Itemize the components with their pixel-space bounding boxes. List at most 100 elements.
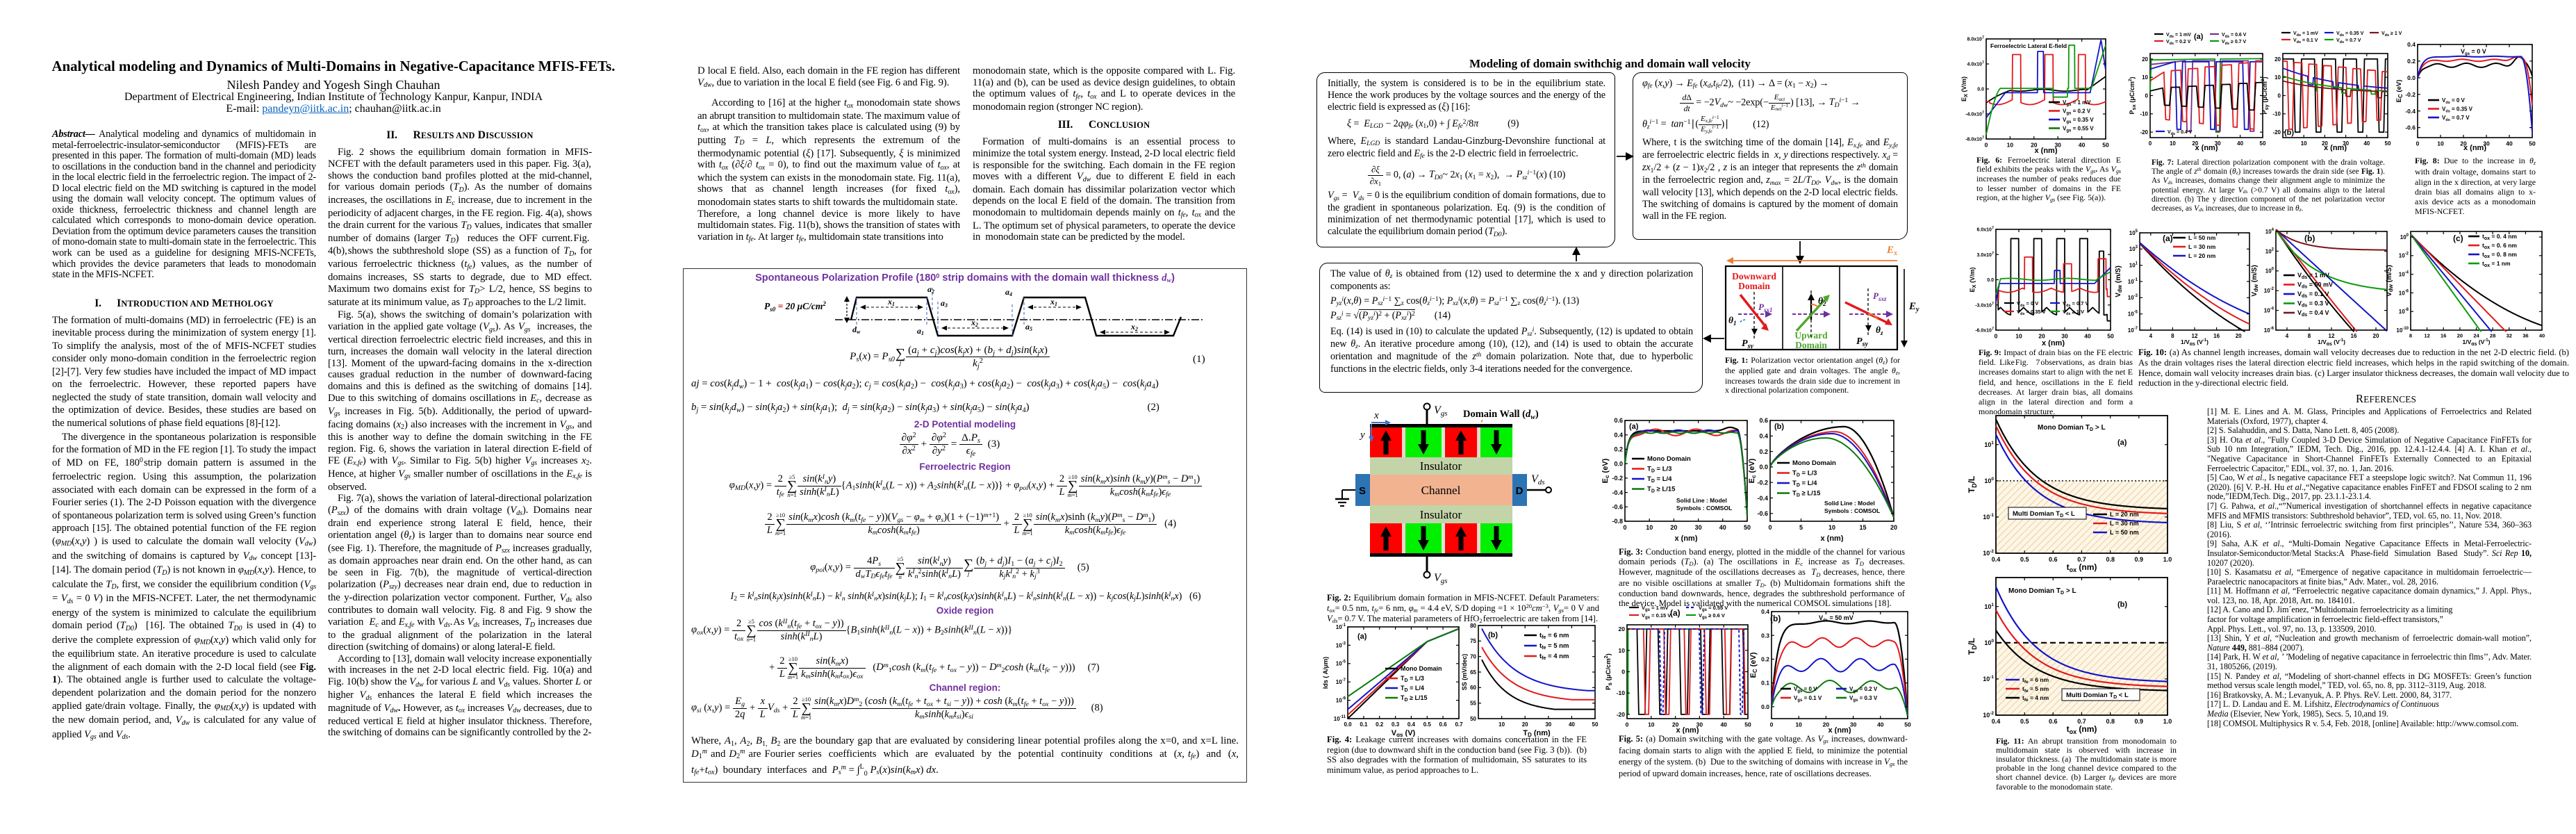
svg-text:tox = 0. 4 nm: tox = 0. 4 nm (2482, 233, 2517, 241)
svg-text:50: 50 (2385, 140, 2391, 147)
svg-text:TD ≥ L/15: TD ≥ L/15 (1792, 490, 1821, 498)
svg-text:Multi Domian TD < L: Multi Domian TD < L (2066, 692, 2129, 700)
svg-text:0.8: 0.8 (2106, 718, 2115, 725)
svg-text:0.4: 0.4 (1759, 433, 1768, 440)
svg-text:Vds ≥ 0.7 V: Vds ≥ 0.7 V (2222, 40, 2247, 46)
svg-text:a2: a2 (927, 284, 934, 295)
svg-text:0.1: 0.1 (1761, 680, 1769, 687)
svg-text:20: 20 (2031, 142, 2038, 149)
svg-text:0.4: 0.4 (1761, 608, 1769, 615)
svg-text:104: 104 (2265, 228, 2274, 235)
svg-text:10-4: 10-4 (2264, 307, 2274, 314)
svg-text:0.2: 0.2 (1376, 721, 1384, 728)
svg-text:1/Vgs (V-1): 1/Vgs (V-1) (2463, 338, 2491, 345)
svg-text:10-8: 10-8 (2399, 308, 2409, 315)
svg-text:Vds = 1 mV: Vds = 1 mV (2293, 31, 2318, 38)
svg-text:TD = L/4: TD = L/4 (1401, 685, 1424, 693)
svg-text:a5: a5 (1025, 322, 1032, 332)
svg-text:x (nm): x (nm) (2035, 147, 2058, 154)
svg-text:θz: θz (1876, 325, 1883, 336)
svg-text:-4.0x107: -4.0x107 (1965, 111, 1984, 117)
svg-text:10-2: 10-2 (2264, 287, 2274, 294)
svg-text:-6.0x107: -6.0x107 (1975, 327, 1994, 334)
svg-text:Vdw (m/S): Vdw (m/S) (2251, 265, 2259, 297)
svg-text:55: 55 (1470, 701, 1476, 707)
svg-text:40: 40 (1720, 721, 1727, 728)
svg-text:0.7: 0.7 (2077, 556, 2086, 563)
svg-text:10-2: 10-2 (1983, 711, 1994, 719)
svg-text:101: 101 (1984, 603, 1994, 610)
svg-text:Vgs = 0.55 V: Vgs = 0.55 V (1699, 605, 1728, 612)
svg-text:8: 8 (2308, 333, 2311, 339)
svg-text:20: 20 (2274, 56, 2281, 63)
svg-text:20: 20 (1823, 721, 1830, 728)
svg-text:24: 24 (2473, 333, 2479, 339)
svg-text:10-5: 10-5 (1336, 660, 1346, 667)
svg-text:Vds = 0.35 V: Vds = 0.35 V (2017, 309, 2046, 316)
svg-text:Vgs = 0.1 V: Vgs = 0.1 V (1794, 695, 1822, 703)
svg-text:D: D (1516, 485, 1524, 497)
svg-text:0.0: 0.0 (1987, 278, 1994, 283)
svg-text:Mono Domain: Mono Domain (1792, 459, 1836, 467)
svg-text:0.6: 0.6 (2049, 718, 2058, 725)
svg-text:TD = L/4: TD = L/4 (1792, 480, 1817, 488)
svg-text:10: 10 (2015, 333, 2022, 340)
svg-text:TD/L: TD/L (1968, 476, 1978, 493)
svg-text:Vgs = 0.35 V: Vgs = 0.35 V (2063, 117, 2094, 124)
svg-text:0: 0 (2416, 140, 2420, 147)
svg-text:-0.4: -0.4 (2405, 108, 2416, 115)
svg-text:tox (nm): tox (nm) (2067, 724, 2097, 735)
svg-text:30: 30 (1545, 721, 1551, 728)
svg-text:0.0: 0.0 (1614, 460, 1623, 467)
svg-text:Multi Domian TD < L: Multi Domian TD < L (2013, 510, 2075, 518)
svg-text:Vds = 0.7 V: Vds = 0.7 V (2336, 38, 2361, 44)
svg-text:0.8: 0.8 (2106, 556, 2115, 563)
svg-text:10: 10 (1648, 721, 1655, 728)
svg-text:Vds = 50 mV: Vds = 50 mV (1819, 614, 1853, 623)
svg-text:12: 12 (2329, 333, 2335, 339)
svg-text:(a): (a) (2194, 33, 2204, 41)
svg-text:Symbols : COMSOL: Symbols : COMSOL (1824, 507, 1880, 514)
svg-text:20: 20 (2192, 140, 2198, 147)
svg-text:10-2: 10-2 (1983, 549, 1994, 557)
svg-text:70: 70 (1470, 654, 1476, 660)
svg-text:10: 10 (2007, 142, 2014, 149)
svg-text:10: 10 (1646, 524, 1653, 531)
svg-text:-10: -10 (2140, 111, 2148, 117)
svg-text:10-6: 10-6 (2264, 327, 2274, 334)
svg-text:0.4: 0.4 (1992, 718, 2001, 725)
svg-text:Vgs = 1 mV: Vgs = 1 mV (2063, 99, 2091, 107)
svg-text:Vgs = 0.15 V: Vgs = 0.15 V (1642, 612, 1671, 620)
svg-text:Vds ≥ 1 V: Vds ≥ 1 V (2381, 31, 2402, 38)
svg-text:6.0x107: 6.0x107 (1977, 227, 1994, 233)
svg-text:0.7: 0.7 (2077, 718, 2086, 725)
svg-text:16: 16 (2351, 333, 2357, 339)
svg-text:Vds = 1 mV: Vds = 1 mV (2166, 33, 2191, 39)
svg-text:0.2: 0.2 (1759, 448, 1768, 455)
svg-text:20: 20 (2457, 333, 2463, 339)
svg-text:TD = L/3: TD = L/3 (1647, 466, 1671, 474)
svg-text:8.0x107: 8.0x107 (1967, 36, 1984, 42)
svg-text:-0.6: -0.6 (1757, 510, 1768, 517)
svg-text:Psy: Psy (1856, 336, 1868, 348)
svg-text:1/Vgs (V-1): 1/Vgs (V-1) (2318, 338, 2345, 345)
svg-text:0: 0 (2278, 92, 2281, 99)
svg-text:10-6: 10-6 (2399, 289, 2409, 296)
svg-text:0.6: 0.6 (1759, 417, 1768, 424)
svg-text:0.5: 0.5 (1423, 721, 1432, 728)
svg-text:0.6: 0.6 (1439, 721, 1448, 728)
svg-text:40: 40 (2539, 333, 2545, 339)
svg-text:0.3: 0.3 (1761, 632, 1769, 639)
svg-text:Vgs = 0.3 V: Vgs = 0.3 V (1849, 695, 1878, 703)
svg-text:0: 0 (1995, 333, 1998, 340)
svg-text:0.6: 0.6 (2049, 556, 2058, 563)
svg-text:0.7: 0.7 (1455, 721, 1463, 728)
svg-text:(a): (a) (1629, 423, 1639, 431)
svg-text:10: 10 (2142, 74, 2148, 81)
svg-text:Ps0 = 20 μC/cm2: Ps0 = 20 μC/cm2 (764, 300, 826, 313)
svg-text:Solid Line : Model: Solid Line : Model (1824, 500, 1875, 507)
svg-text:10-1: 10-1 (1983, 513, 1994, 521)
svg-text:10: 10 (1828, 524, 1835, 531)
svg-text:EC (eV): EC (eV) (1749, 652, 1758, 678)
svg-text:(a): (a) (1357, 632, 1367, 641)
